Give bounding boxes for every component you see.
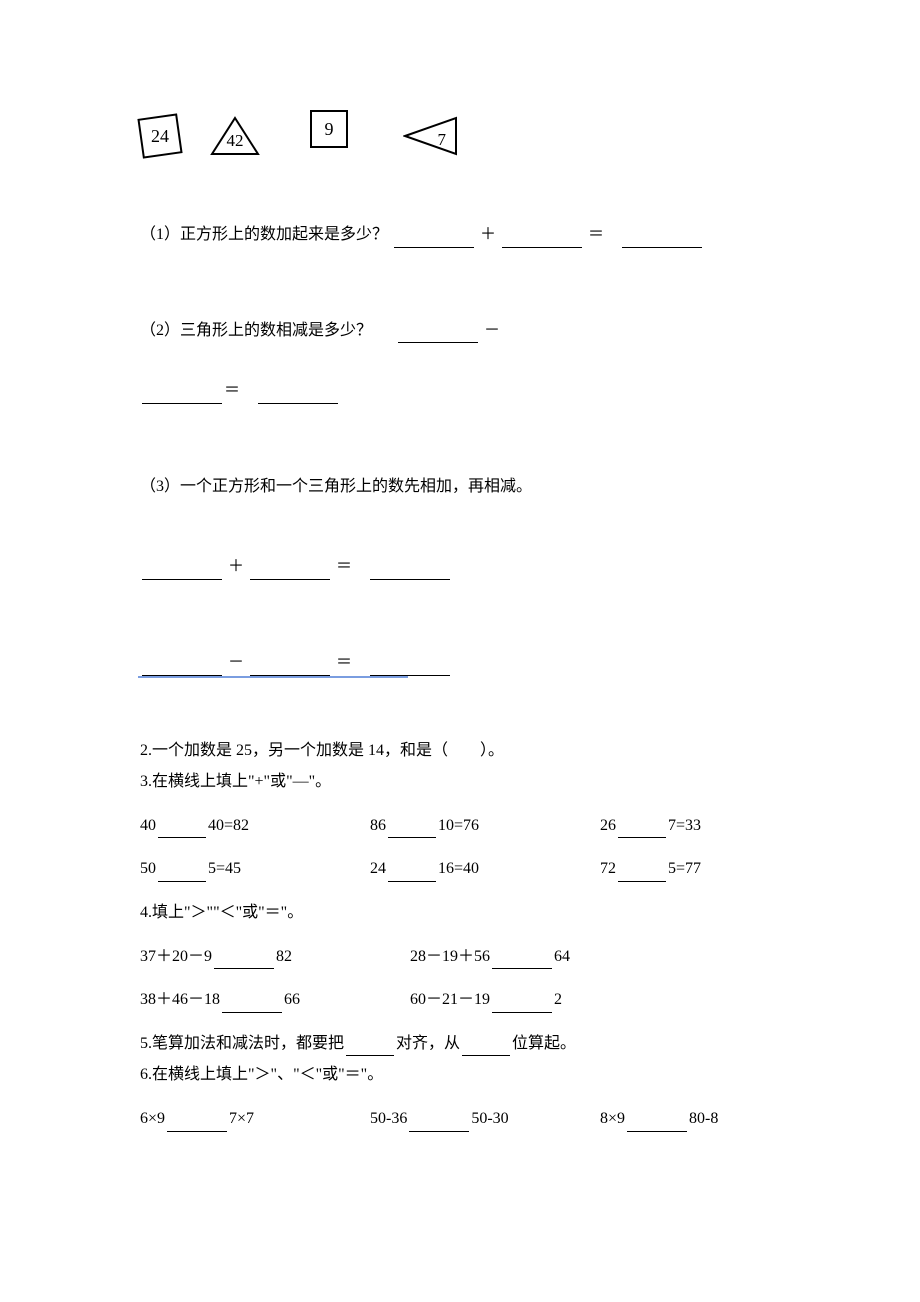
question-3-subtraction: － ＝ [140,650,780,678]
blank [142,562,222,580]
section-4-title: 4.填上"＞""＜"或"＝"。 [140,900,780,926]
op-plus: ＋ [480,226,496,243]
expr: 60－21－19 [410,991,490,1008]
shapes-row: 24 42 9 7 [140,110,780,162]
op-minus: － [228,654,244,671]
expr: 7=33 [668,817,701,834]
s5-a: 5.笔算加法和减法时，都要把 [140,1035,344,1052]
expr: 7×7 [229,1110,254,1127]
blank [370,658,450,676]
s4-title: 4.填上"＞""＜"或"＝"。 [140,904,303,921]
op-minus: － [484,322,500,339]
expr: 28－19＋56 [410,948,490,965]
section-5: 5.笔算加法和减法时，都要把 对齐，从 位算起。 [140,1031,780,1057]
shape-label: 24 [151,122,169,151]
blank [492,995,552,1013]
blank [398,325,478,343]
s6-title: 6.在横线上填上"＞"、"＜"或"＝"。 [140,1066,383,1083]
expr: 80-8 [689,1110,718,1127]
shape-label: 7 [438,126,447,153]
expr: 72 [600,860,616,877]
shape-square-24: 24 [137,113,182,158]
op-eq: ＝ [336,558,352,575]
blank [388,820,436,838]
s5-b: 对齐，从 [396,1035,460,1052]
expr: 37＋20－9 [140,948,212,965]
s4-row1: 37＋20－9 82 28－19＋56 64 [140,944,780,970]
expr: 5=77 [668,860,701,877]
question-2-line2: ＝ [140,378,780,404]
blank [492,951,552,969]
blank [167,1114,227,1132]
section-6-title: 6.在横线上填上"＞"、"＜"或"＝"。 [140,1062,780,1088]
op-eq: ＝ [336,654,352,671]
section-2: 2.一个加数是 25，另一个加数是 14，和是（ ）。 [140,738,780,764]
q2-text: （2）三角形上的数相减是多少？ [140,322,372,339]
blank [622,230,702,248]
blank [158,820,206,838]
q3-text: （3）一个正方形和一个三角形上的数先相加，再相减。 [140,478,532,495]
expr: 16=40 [438,860,479,877]
s3-row1: 40 40=82 86 10=76 26 7=33 [140,813,780,839]
expr: 50 [140,860,156,877]
s3-row2: 50 5=45 24 16=40 72 5=77 [140,856,780,882]
blank [388,864,436,882]
expr: 2 [554,991,562,1008]
blank [618,864,666,882]
expr: 10=76 [438,817,479,834]
question-3-addition: ＋ ＝ [140,554,780,580]
op-eq: ＝ [588,226,604,243]
expr: 66 [284,991,300,1008]
blue-underline [138,676,408,678]
q1-text: （1）正方形上的数加起来是多少？ [140,226,388,243]
blank [394,230,474,248]
question-2-line1: （2）三角形上的数相减是多少？ － [140,318,780,344]
blank [409,1114,469,1132]
blank [250,562,330,580]
s3-title: 3.在横线上填上"+"或"—"。 [140,773,331,790]
blank [214,951,274,969]
expr: 64 [554,948,570,965]
expr: 86 [370,817,386,834]
expr: 82 [276,948,292,965]
shape-triangle-7: 7 [403,116,458,156]
blank [502,230,582,248]
blank [462,1038,510,1056]
blank [158,864,206,882]
shape-square-9: 9 [310,110,348,148]
s6-row: 6×9 7×7 50-36 50-30 8×9 80-8 [140,1106,780,1132]
blank [370,562,450,580]
blank [142,658,222,676]
blank [222,995,282,1013]
blank [346,1038,394,1056]
expr: 50-30 [471,1110,508,1127]
shape-label: 9 [325,115,334,144]
blank [618,820,666,838]
s5-c: 位算起。 [512,1035,576,1052]
expr: 38＋46－18 [140,991,220,1008]
section-3-title: 3.在横线上填上"+"或"—"。 [140,769,780,795]
s2-text: 2.一个加数是 25，另一个加数是 14，和是（ ）。 [140,742,504,759]
expr: 24 [370,860,386,877]
expr: 50-36 [370,1110,407,1127]
blank [258,386,338,404]
op-eq: ＝ [224,382,240,399]
expr: 40 [140,817,156,834]
expr: 6×9 [140,1110,165,1127]
question-1: （1）正方形上的数加起来是多少？ ＋ ＝ [140,222,780,248]
expr: 5=45 [208,860,241,877]
shape-label: 42 [227,127,244,154]
expr: 40=82 [208,817,249,834]
op-plus: ＋ [228,558,244,575]
question-3-text: （3）一个正方形和一个三角形上的数先相加，再相减。 [140,474,780,500]
blank [142,386,222,404]
expr: 26 [600,817,616,834]
blank [627,1114,687,1132]
expr: 8×9 [600,1110,625,1127]
s4-row2: 38＋46－18 66 60－21－19 2 [140,987,780,1013]
shape-triangle-42: 42 [210,116,260,156]
blank [250,658,330,676]
